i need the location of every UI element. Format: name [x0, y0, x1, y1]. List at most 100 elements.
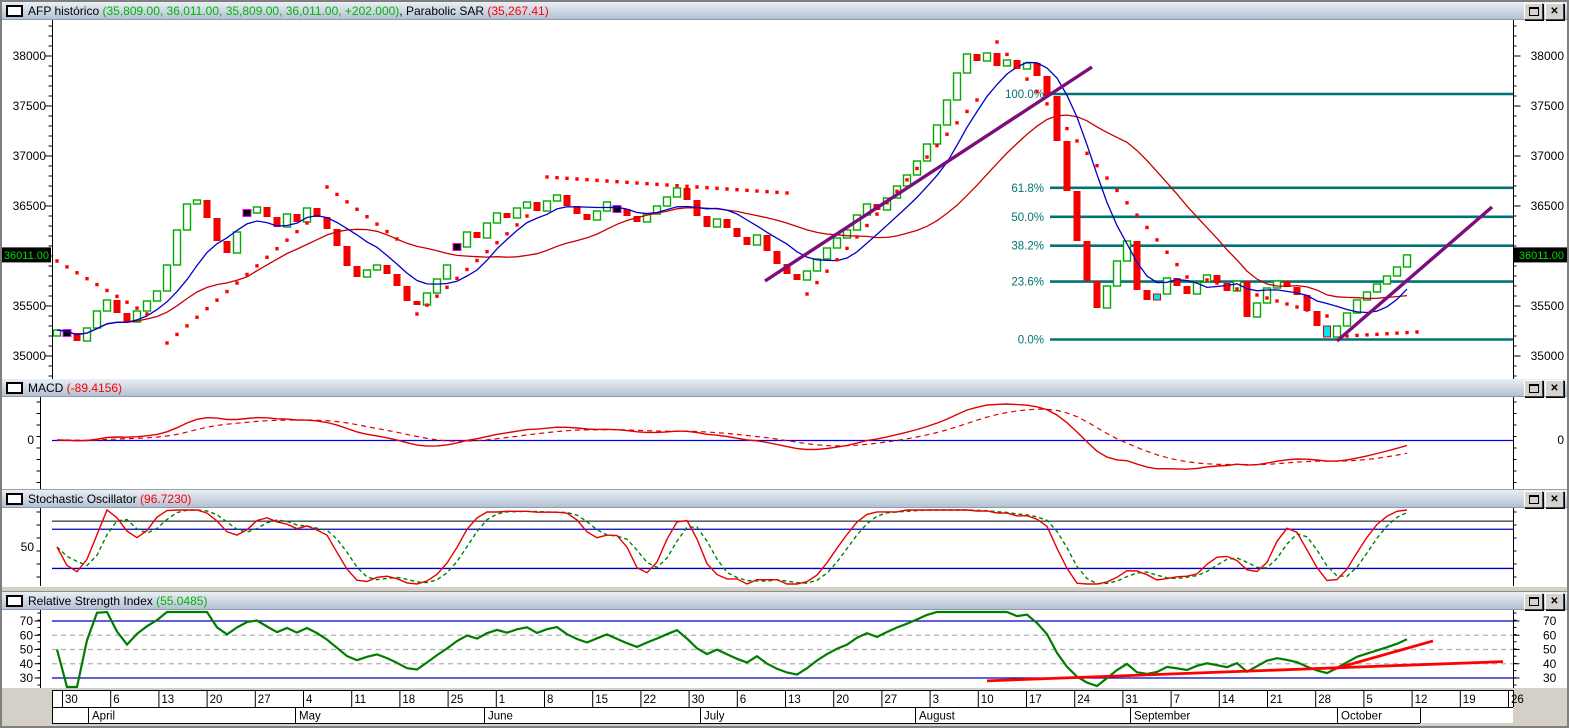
- svg-text:36500: 36500: [13, 199, 47, 213]
- svg-text:40: 40: [1543, 657, 1557, 671]
- close-icon: ✕: [1550, 595, 1559, 607]
- maximize-button[interactable]: [1524, 491, 1543, 508]
- svg-text:18: 18: [402, 694, 415, 706]
- rsi-value: (55.0485): [156, 593, 208, 608]
- maximize-button[interactable]: [1524, 380, 1543, 397]
- svg-text:36011.00: 36011.00: [4, 250, 49, 262]
- svg-text:6: 6: [740, 694, 746, 706]
- price-panel-title-bar[interactable]: AFP histórico (35,809.00, 36,011.00, 35,…: [2, 2, 1567, 20]
- svg-text:21: 21: [1270, 694, 1283, 706]
- svg-text:35000: 35000: [13, 349, 47, 363]
- svg-text:1: 1: [499, 694, 505, 706]
- macd-panel-title: MACD: [28, 380, 67, 395]
- svg-text:11: 11: [354, 694, 366, 706]
- macd-panel-title-bar[interactable]: MACD (-89.4156) ✕: [2, 379, 1567, 397]
- svg-text:14: 14: [1222, 694, 1235, 706]
- svg-text:6: 6: [113, 694, 119, 706]
- svg-text:8: 8: [547, 694, 553, 706]
- svg-text:70: 70: [1543, 614, 1557, 628]
- svg-text:24: 24: [1077, 694, 1090, 706]
- svg-text:5: 5: [1366, 694, 1372, 706]
- svg-text:4: 4: [306, 694, 313, 706]
- svg-text:23.6%: 23.6%: [1011, 277, 1044, 289]
- maximize-icon: [1528, 495, 1539, 504]
- svg-text:37500: 37500: [1531, 99, 1565, 113]
- svg-text:June: June: [488, 711, 513, 723]
- maximize-button[interactable]: [1524, 3, 1543, 20]
- svg-text:20: 20: [210, 694, 223, 706]
- close-button[interactable]: ✕: [1545, 380, 1564, 397]
- svg-text:100.0%: 100.0%: [1005, 89, 1044, 101]
- sar-label: , Parabolic SAR: [399, 3, 488, 18]
- svg-text:28: 28: [1318, 694, 1331, 706]
- svg-text:50: 50: [1543, 643, 1557, 657]
- rsi-panel-title: Relative Strength Index: [28, 593, 157, 608]
- svg-text:30: 30: [65, 694, 78, 706]
- close-button[interactable]: ✕: [1545, 491, 1564, 508]
- svg-text:27: 27: [884, 694, 897, 706]
- window-icon: [6, 492, 23, 505]
- svg-text:60: 60: [1543, 628, 1557, 642]
- svg-text:26: 26: [1511, 694, 1524, 706]
- svg-text:October: October: [1341, 711, 1382, 723]
- svg-text:27: 27: [258, 694, 271, 706]
- svg-text:36011.00: 36011.00: [1519, 250, 1564, 262]
- maximize-icon: [1528, 384, 1539, 393]
- stochastic-panel-title: Stochastic Oscillator: [28, 491, 141, 506]
- svg-text:19: 19: [1463, 694, 1476, 706]
- svg-text:13: 13: [161, 694, 174, 706]
- close-icon: ✕: [1550, 5, 1559, 17]
- svg-text:37000: 37000: [1531, 149, 1565, 163]
- svg-text:60: 60: [20, 628, 34, 642]
- close-icon: ✕: [1550, 493, 1559, 505]
- svg-text:38.2%: 38.2%: [1011, 241, 1044, 253]
- svg-text:38000: 38000: [13, 49, 47, 63]
- rsi-panel-title-bar[interactable]: Relative Strength Index (55.0485) ✕: [2, 592, 1567, 610]
- close-button[interactable]: ✕: [1545, 593, 1564, 610]
- svg-text:30: 30: [692, 694, 705, 706]
- maximize-icon: [1528, 7, 1539, 16]
- svg-text:50: 50: [21, 540, 35, 554]
- svg-text:20: 20: [836, 694, 849, 706]
- ohlc-values: (35,809.00, 36,011.00, 35,809.00, 36,011…: [102, 3, 400, 18]
- svg-text:30: 30: [20, 671, 34, 685]
- svg-text:July: July: [704, 711, 725, 723]
- svg-text:May: May: [299, 711, 321, 723]
- stochastic-value: (96.7230): [140, 491, 192, 506]
- maximize-icon: [1528, 597, 1539, 606]
- svg-text:12: 12: [1415, 694, 1428, 706]
- svg-text:40: 40: [20, 657, 34, 671]
- svg-text:17: 17: [1029, 694, 1042, 706]
- svg-text:37500: 37500: [13, 99, 47, 113]
- svg-text:April: April: [92, 711, 115, 723]
- svg-text:3: 3: [933, 694, 939, 706]
- svg-text:50.0%: 50.0%: [1011, 212, 1044, 224]
- svg-text:August: August: [919, 711, 956, 723]
- svg-text:25: 25: [451, 694, 464, 706]
- svg-text:10: 10: [981, 694, 994, 706]
- svg-text:61.8%: 61.8%: [1011, 183, 1044, 195]
- svg-text:0: 0: [1557, 433, 1564, 447]
- svg-text:35500: 35500: [1531, 299, 1565, 313]
- stochastic-panel-title-bar[interactable]: Stochastic Oscillator (96.7230) ✕: [2, 490, 1567, 508]
- svg-text:30: 30: [1543, 671, 1557, 685]
- svg-text:September: September: [1134, 711, 1190, 723]
- svg-text:7: 7: [1174, 694, 1180, 706]
- close-button[interactable]: ✕: [1545, 3, 1564, 20]
- svg-text:13: 13: [788, 694, 801, 706]
- sar-value: (35,267.41): [487, 3, 549, 18]
- svg-text:35500: 35500: [13, 299, 47, 313]
- window-icon: [6, 4, 23, 17]
- svg-text:38000: 38000: [1531, 49, 1565, 63]
- maximize-button[interactable]: [1524, 593, 1543, 610]
- svg-text:37000: 37000: [13, 149, 47, 163]
- window-icon: [6, 381, 23, 394]
- svg-text:22: 22: [643, 694, 656, 706]
- svg-text:0: 0: [27, 433, 34, 447]
- svg-text:15: 15: [595, 694, 608, 706]
- svg-text:36500: 36500: [1531, 199, 1565, 213]
- svg-text:0.0%: 0.0%: [1018, 335, 1044, 347]
- window-icon: [6, 594, 23, 607]
